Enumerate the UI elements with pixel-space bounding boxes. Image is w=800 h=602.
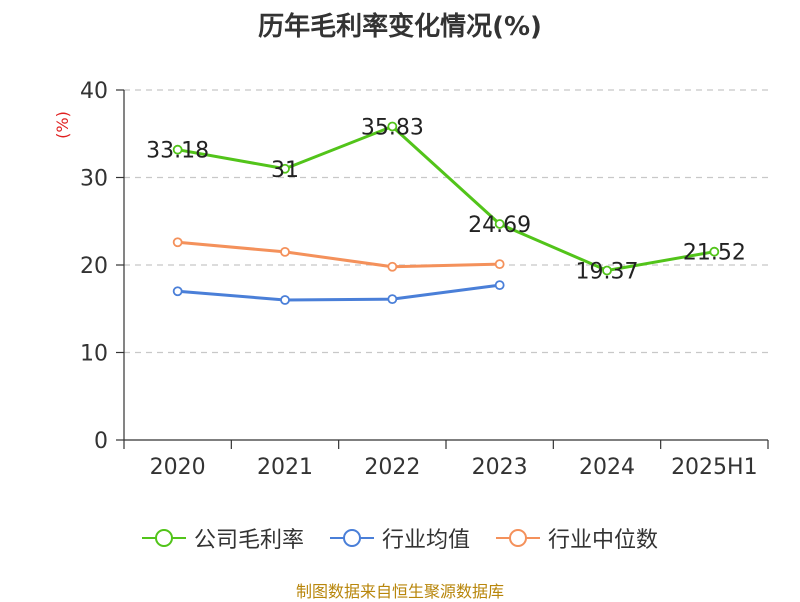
y-tick-label: 30 — [80, 167, 108, 192]
legend-item-company[interactable]: 公司毛利率 — [141, 522, 304, 554]
legend-item-industry-median[interactable]: 行业中位数 — [496, 522, 658, 554]
y-tick-label: 40 — [80, 79, 108, 104]
data-point — [709, 246, 720, 257]
data-point — [494, 259, 505, 270]
x-tick-label: 2022 — [364, 455, 420, 480]
series-line-2 — [177, 240, 500, 269]
source-note: 制图数据来自恒生聚源数据库 — [295, 582, 504, 601]
chart-title: 历年毛利率变化情况(%) — [258, 12, 542, 42]
data-point — [387, 294, 398, 305]
data-point — [280, 246, 290, 257]
legend-swatch-company — [141, 529, 186, 547]
data-label: 33.18 — [146, 139, 209, 164]
data-point — [172, 237, 183, 248]
y-tick-label: 0 — [94, 429, 108, 454]
legend-label-industry-mean: 行业均值 — [381, 528, 470, 553]
data-label: 24.69 — [468, 213, 531, 238]
x-tick-label: 2021 — [257, 455, 313, 480]
data-point — [172, 286, 183, 297]
data-point — [280, 295, 290, 305]
data-point — [602, 265, 612, 276]
y-tick-label: 10 — [80, 342, 108, 367]
data-point — [494, 219, 505, 229]
data-point — [387, 261, 398, 272]
data-point — [494, 280, 505, 291]
x-tick-label: 2020 — [150, 455, 206, 480]
line-chart: 0 10 20 30 40 (%) 2020 2021 2022 2023 2024 2025H1 33… — [53, 79, 769, 480]
x-tick-label: 2024 — [579, 455, 635, 480]
series-line-1 — [177, 283, 500, 302]
legend-label-industry-median: 行业中位数 — [548, 528, 659, 553]
series-line-0 — [177, 124, 715, 273]
y-axis-label: (%) — [53, 111, 72, 139]
x-tick-label: 2023 — [472, 455, 528, 480]
legend-label-company: 公司毛利率 — [193, 528, 304, 553]
data-label: 31 — [271, 158, 299, 183]
x-tick-label: 2025H1 — [671, 455, 758, 480]
legend: 公司毛利率 行业均值 行业中位数 — [0, 522, 800, 554]
data-point — [172, 144, 183, 155]
data-label: 19.37 — [576, 260, 639, 285]
legend-swatch-industry-median — [496, 529, 540, 547]
legend-item-industry-mean[interactable]: 行业均值 — [329, 522, 470, 554]
data-point — [280, 163, 290, 174]
data-point — [387, 121, 398, 132]
data-label: 21.52 — [683, 241, 746, 266]
y-tick-label: 20 — [80, 254, 108, 279]
legend-swatch-industry-mean — [329, 529, 374, 547]
data-label: 35.83 — [361, 115, 424, 140]
